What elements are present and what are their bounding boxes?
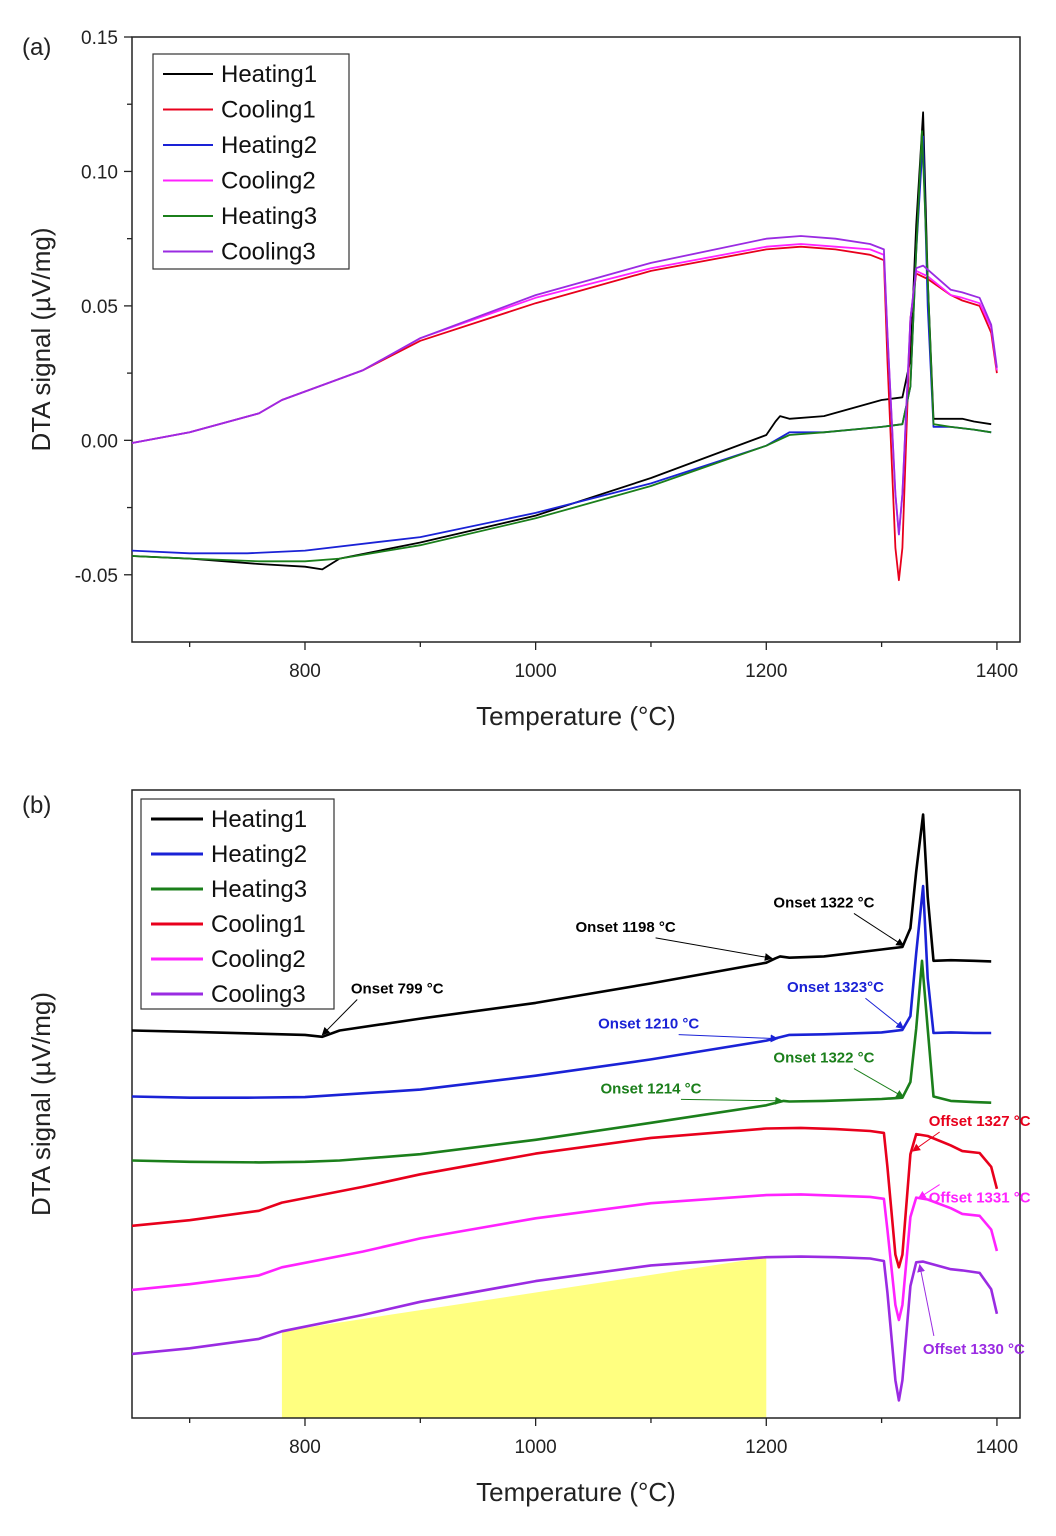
- annotation-label: Offset 1330 °C: [923, 1341, 1025, 1358]
- legend-label: Cooling3: [211, 981, 306, 1008]
- annotation-label: Onset 1214 °C: [600, 1080, 701, 1097]
- annotation-label: Offset 1327 °C: [929, 1113, 1031, 1130]
- legend-label: Heating1: [221, 61, 317, 88]
- annotation-arrow: [678, 1034, 779, 1043]
- annotation-arrow: [865, 997, 905, 1030]
- plot-frame: [131, 36, 1021, 643]
- y-tick-label: 0.10: [81, 162, 118, 183]
- x-tick-label: 1400: [976, 661, 1018, 682]
- series-line-heating1: [132, 813, 992, 1039]
- legend-box: [140, 798, 335, 1010]
- series-line-cooling1: [132, 1126, 999, 1269]
- legend-label: Heating1: [211, 806, 307, 833]
- x-axis-title: Temperature (°C): [476, 1477, 676, 1507]
- series-line-heating3: [132, 959, 992, 1164]
- x-tick-label: 800: [289, 1437, 321, 1458]
- y-tick-label: 0.05: [81, 297, 118, 318]
- x-tick-label: 1200: [745, 1437, 787, 1458]
- y-axis-title: DTA signal (µV/mg): [26, 992, 56, 1216]
- annotation-label: Onset 1322 °C: [773, 894, 874, 911]
- series-line-cooling3: [132, 1255, 999, 1402]
- legend-label: Cooling1: [221, 97, 316, 124]
- annotation-arrow: [912, 1131, 940, 1152]
- series-line-heating2: [132, 884, 992, 1099]
- series-lines: [132, 111, 998, 582]
- highlight-region: [281, 1257, 767, 1418]
- legend: Heating1 Heating2 Heating3 Cooling1 Cooling2…: [140, 798, 335, 1010]
- legend-label: Cooling2: [221, 168, 316, 195]
- annotation-arrow: [853, 1068, 905, 1098]
- annotation-arrow: [917, 1184, 940, 1199]
- annotation-arrow: [680, 1096, 784, 1105]
- x-tick-label: 1000: [514, 1437, 556, 1458]
- plot-frame: [131, 789, 1021, 1419]
- legend: Heating1 Cooling1 Heating2 Cooling2 Heating3…: [152, 53, 350, 270]
- panel-label: (a): [22, 34, 51, 61]
- x-axis-title: Temperature (°C): [476, 701, 676, 731]
- annotation-arrow: [321, 999, 358, 1036]
- annotations: Onset 799 °C Onset 1198 °C Onset 1322 °C On…: [321, 894, 1031, 1358]
- y-tick-label: 0.15: [81, 28, 118, 49]
- annotation-arrow: [917, 1263, 935, 1337]
- y-axis-title: DTA signal (µV/mg): [26, 228, 56, 452]
- x-tick-label: 1200: [745, 661, 787, 682]
- annotation-label: Offset 1331 °C: [929, 1190, 1031, 1207]
- y-axis: -0.05 0.00 0.05 0.10 0.15: [75, 28, 132, 587]
- chart-panel-b: 800 1000 1200 1400 Temperature (°C) DTA signa…: [22, 789, 1031, 1507]
- annotation-arrow: [655, 937, 773, 962]
- x-tick-label: 1000: [514, 661, 556, 682]
- annotation-label: Onset 1322 °C: [773, 1050, 874, 1067]
- series-line-cooling1: [132, 245, 998, 582]
- annotation-label: Onset 1323°C: [787, 979, 884, 996]
- annotation-label: Onset 1198 °C: [575, 919, 675, 936]
- legend-label: Heating3: [221, 203, 317, 230]
- y-tick-label: 0.00: [81, 431, 118, 452]
- annotation-label: Onset 1210 °C: [598, 1016, 699, 1033]
- legend-label: Heating2: [211, 841, 307, 868]
- y-tick-label: -0.05: [75, 566, 118, 587]
- legend-box: [152, 53, 350, 270]
- panel-label: (b): [22, 792, 51, 819]
- series-line-heating3: [132, 130, 992, 563]
- series-lines: [132, 813, 999, 1402]
- legend-label: Cooling2: [211, 946, 306, 973]
- chart-panel-a: 800 1000 1200 1400 -0.05 0.00 0.05 0.10 0.15 Temp…: [22, 28, 1021, 731]
- series-line-cooling3: [132, 235, 998, 536]
- annotation-label: Onset 799 °C: [351, 980, 444, 997]
- x-tick-label: 800: [289, 661, 321, 682]
- x-axis: 800 1000 1200 1400: [189, 1418, 1018, 1458]
- legend-label: Heating2: [221, 132, 317, 159]
- legend-label: Cooling1: [211, 911, 306, 938]
- series-line-cooling2: [132, 1193, 999, 1322]
- x-tick-label: 1400: [976, 1437, 1018, 1458]
- legend-label: Heating3: [211, 876, 307, 903]
- x-axis: 800 1000 1200 1400: [189, 642, 1018, 682]
- annotation-arrow: [853, 913, 905, 947]
- legend-label: Cooling3: [221, 239, 316, 266]
